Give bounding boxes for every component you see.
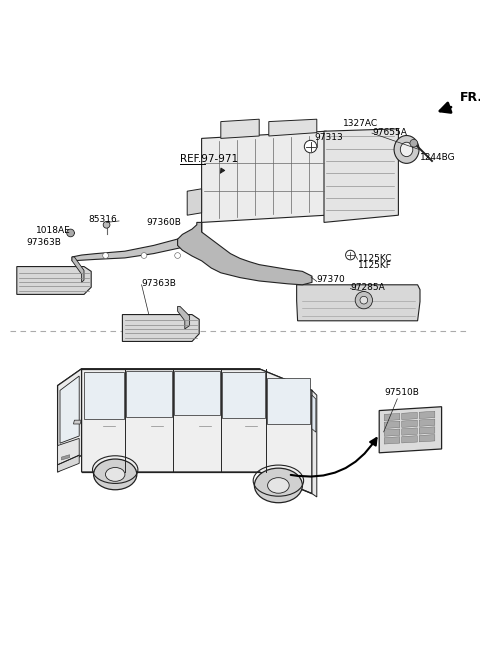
Circle shape <box>175 253 180 258</box>
Text: 97285A: 97285A <box>350 283 385 292</box>
Ellipse shape <box>394 136 419 163</box>
Circle shape <box>103 222 110 228</box>
Polygon shape <box>384 413 400 420</box>
Polygon shape <box>384 429 400 436</box>
Polygon shape <box>17 266 91 295</box>
Polygon shape <box>384 421 400 428</box>
Polygon shape <box>312 390 317 497</box>
Polygon shape <box>126 371 172 417</box>
Text: 97510B: 97510B <box>384 388 419 398</box>
Polygon shape <box>174 371 220 415</box>
Polygon shape <box>72 222 202 261</box>
Polygon shape <box>419 434 435 442</box>
Ellipse shape <box>94 459 137 490</box>
Text: 97370: 97370 <box>317 276 346 285</box>
Polygon shape <box>402 413 417 420</box>
Polygon shape <box>379 407 442 453</box>
Polygon shape <box>58 455 79 472</box>
Polygon shape <box>402 436 417 443</box>
Ellipse shape <box>400 142 413 157</box>
Polygon shape <box>269 119 317 136</box>
Polygon shape <box>58 438 79 472</box>
Polygon shape <box>84 372 124 419</box>
Circle shape <box>346 250 355 260</box>
Polygon shape <box>202 131 326 222</box>
Circle shape <box>67 229 74 237</box>
Polygon shape <box>267 379 310 424</box>
Polygon shape <box>419 427 435 434</box>
Polygon shape <box>312 395 316 432</box>
Text: 85316: 85316 <box>89 215 118 224</box>
Circle shape <box>355 291 372 309</box>
Polygon shape <box>58 369 312 398</box>
Text: 97360B: 97360B <box>146 218 181 227</box>
Text: 1018AE: 1018AE <box>36 226 71 235</box>
Ellipse shape <box>254 468 302 502</box>
Polygon shape <box>297 285 420 321</box>
Polygon shape <box>419 419 435 426</box>
Polygon shape <box>324 129 398 222</box>
Circle shape <box>360 297 368 304</box>
Text: 97363B: 97363B <box>142 279 177 288</box>
Polygon shape <box>222 372 265 419</box>
Polygon shape <box>58 369 82 472</box>
Polygon shape <box>61 455 70 460</box>
Circle shape <box>304 140 317 153</box>
Polygon shape <box>221 119 259 138</box>
Polygon shape <box>187 189 202 215</box>
Text: 1125KC: 1125KC <box>358 254 392 263</box>
Polygon shape <box>82 369 312 493</box>
Polygon shape <box>419 411 435 419</box>
Ellipse shape <box>267 478 289 493</box>
Polygon shape <box>122 315 199 341</box>
Circle shape <box>103 253 108 258</box>
Text: 97655A: 97655A <box>372 128 407 136</box>
Polygon shape <box>72 257 84 282</box>
Text: 1244BG: 1244BG <box>420 153 456 162</box>
Polygon shape <box>178 306 190 329</box>
Polygon shape <box>73 420 81 424</box>
Circle shape <box>141 253 147 258</box>
Polygon shape <box>178 222 312 285</box>
Text: 97363B: 97363B <box>26 238 61 247</box>
Polygon shape <box>384 437 400 444</box>
Text: 1125KF: 1125KF <box>358 261 392 270</box>
Polygon shape <box>402 420 417 428</box>
Text: FR.: FR. <box>460 91 480 104</box>
Polygon shape <box>60 376 79 443</box>
Text: REF.97-971: REF.97-971 <box>180 154 238 164</box>
Circle shape <box>410 139 418 147</box>
Text: 1327AC: 1327AC <box>343 119 378 127</box>
Polygon shape <box>402 428 417 435</box>
Ellipse shape <box>106 468 125 482</box>
Text: 97313: 97313 <box>314 133 343 142</box>
